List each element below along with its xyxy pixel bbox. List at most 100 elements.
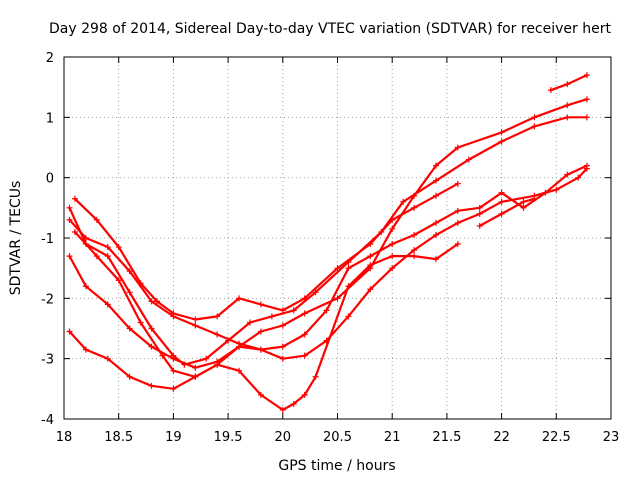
trace-5-point <box>389 241 396 248</box>
trace-5-point <box>454 207 461 214</box>
trace-5-point <box>104 244 111 251</box>
trace-1-point <box>71 195 78 202</box>
trace-2-point <box>312 289 319 296</box>
trace-4-point <box>476 210 483 217</box>
x-tick-label: 21 <box>384 430 401 445</box>
x-tick-label: 18 <box>56 430 73 445</box>
y-tick-label: 0 <box>46 172 54 187</box>
trace-5-point <box>301 331 308 338</box>
trace-5-point <box>411 231 418 238</box>
trace-6-point <box>411 253 418 260</box>
trace-6-point <box>301 391 308 398</box>
trace-1-point <box>411 204 418 211</box>
trace-4-point <box>553 186 560 193</box>
trace-5-point <box>498 189 505 196</box>
trace-5-point <box>542 189 549 196</box>
trace-1-point <box>236 295 243 302</box>
trace-1-point <box>115 244 122 251</box>
trace-3-point <box>454 144 461 151</box>
x-tick-label: 23 <box>603 430 620 445</box>
trace-5-point <box>476 204 483 211</box>
trace-3-point <box>115 277 122 284</box>
trace-2-point <box>378 228 385 235</box>
trace-6-point <box>389 253 396 260</box>
trace-1-point <box>214 313 221 320</box>
x-tick-label: 22.5 <box>542 430 571 445</box>
trace-1-point <box>432 192 439 199</box>
trace-5-point <box>564 171 571 178</box>
trace-2-point <box>465 156 472 163</box>
trace-3-point <box>498 129 505 136</box>
trace-2-point <box>104 253 111 260</box>
trace-5-point <box>82 235 89 241</box>
trace-4-point <box>66 253 73 260</box>
trace-3-point <box>334 295 341 302</box>
trace-2-point <box>400 198 407 205</box>
trace-4-point <box>498 198 505 205</box>
trace-5-point <box>192 322 199 329</box>
trace-4-point <box>279 355 286 362</box>
trace-4-point <box>170 355 177 362</box>
trace-3-point <box>93 253 100 260</box>
tick-layer: 18 18.5 19 19.5 20 20.5 21 21.5 22 22.5 23-4-3-2-1… <box>41 51 619 445</box>
trace-6-point <box>170 385 177 392</box>
trace-1-point <box>334 265 341 272</box>
trace-2 <box>68 116 589 366</box>
trace-2-point <box>498 138 505 145</box>
trace-4-point <box>148 343 155 350</box>
x-tick-label: 19 <box>165 430 182 445</box>
trace-3-point <box>432 162 439 169</box>
x-tick-label: 20.5 <box>323 430 352 445</box>
x-tick-label: 22 <box>493 430 510 445</box>
trace-7-point <box>564 81 571 88</box>
trace-3-point <box>71 228 78 235</box>
trace-6-point <box>432 256 439 263</box>
trace-4-point <box>432 231 439 238</box>
trace-5-point <box>170 313 177 320</box>
trace-5-point <box>148 298 155 305</box>
trace-2-point <box>246 319 253 326</box>
trace-4-point <box>82 283 89 290</box>
trace-4-point <box>301 352 308 359</box>
chart-title: Day 298 of 2014, Sidereal Day-to-day VTE… <box>49 21 611 37</box>
trace-3-point <box>257 328 264 335</box>
trace-4-point <box>367 286 374 293</box>
y-tick-label: -1 <box>41 232 54 247</box>
trace-2-point <box>345 259 352 266</box>
plot-frame <box>63 56 612 420</box>
trace-2-point <box>432 177 439 184</box>
trace-1 <box>73 182 459 321</box>
x-axis-label: GPS time / hours <box>278 458 395 474</box>
trace-5-point <box>432 219 439 226</box>
trace-5-point <box>279 343 286 350</box>
trace-2-point <box>66 204 73 211</box>
trace-1-point <box>93 216 100 223</box>
series-layer <box>66 72 590 413</box>
trace-6-point <box>126 373 133 380</box>
trace-8-point <box>476 222 483 229</box>
trace-6-point <box>82 346 89 353</box>
trace-4-point <box>192 364 199 371</box>
trace-8-point <box>531 195 538 202</box>
trace-3-point <box>411 192 418 199</box>
y-tick-label: 2 <box>46 51 54 66</box>
trace-6 <box>68 242 459 411</box>
trace-6-point <box>290 400 297 407</box>
trace-4-point <box>454 219 461 226</box>
trace-2-point <box>148 325 155 332</box>
trace-6-point <box>279 406 286 413</box>
trace-6-point <box>312 373 319 380</box>
trace-1-point <box>192 316 199 323</box>
trace-4-point <box>345 313 352 320</box>
trace-2-point <box>583 114 590 121</box>
trace-6-point <box>66 328 73 335</box>
trace-3-point <box>279 322 286 329</box>
y-tick-label: -2 <box>41 292 54 307</box>
trace-5-point <box>520 204 527 211</box>
trace-1-point <box>454 180 461 187</box>
trace-2-point <box>290 307 297 314</box>
y-tick-label: -4 <box>41 413 54 428</box>
trace-6-point <box>257 391 264 398</box>
trace-8-point <box>498 210 505 217</box>
